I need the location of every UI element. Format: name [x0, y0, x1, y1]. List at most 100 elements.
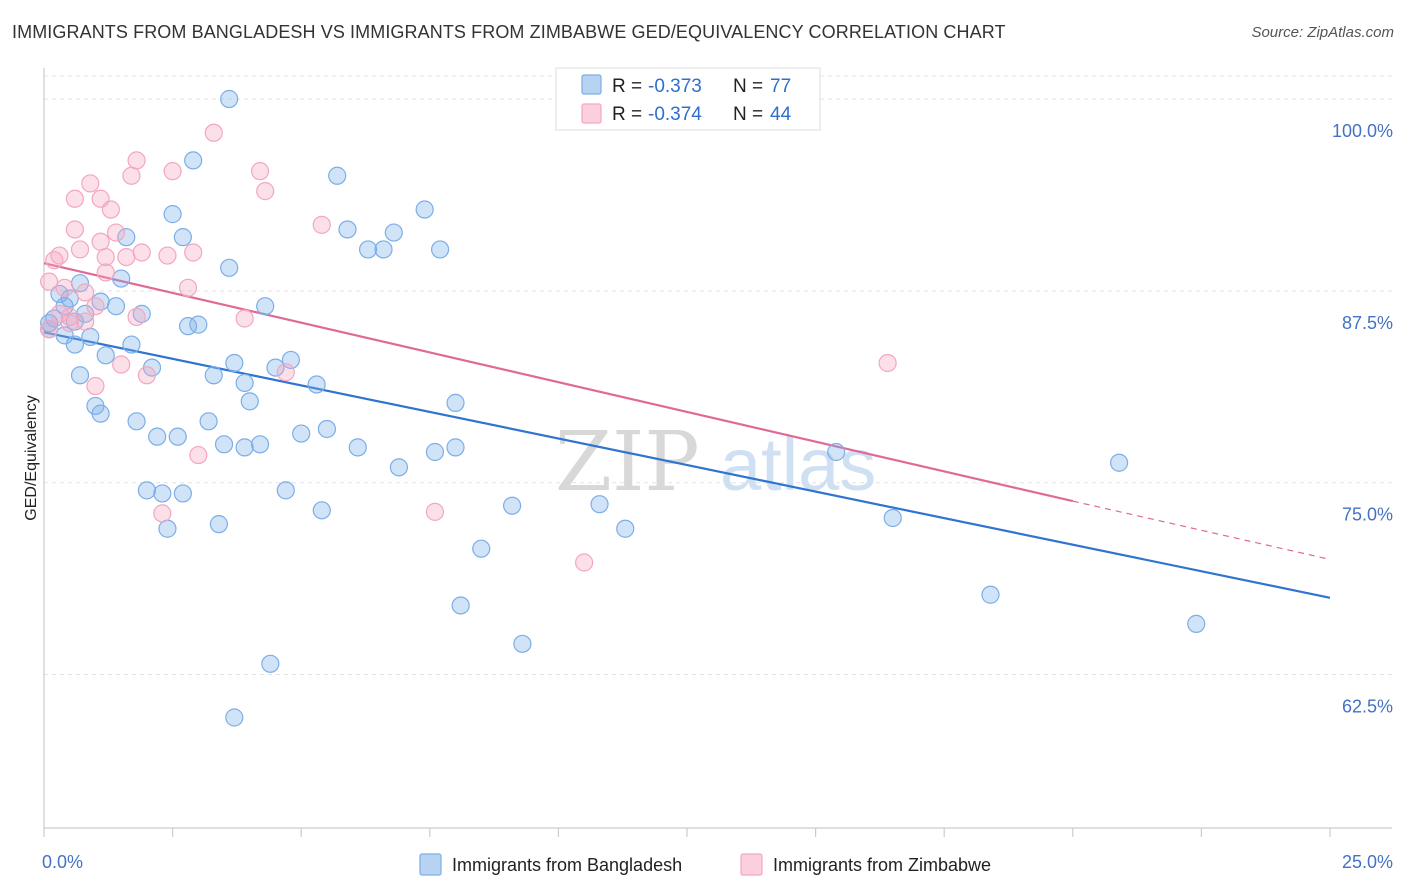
- bangladesh-point-47: [261, 654, 280, 673]
- bangladesh-point-30: [173, 228, 192, 247]
- zimbabwe-point-4: [55, 278, 74, 297]
- legend-r-label-1: R =: [612, 76, 642, 97]
- zimbabwe-point-30: [178, 278, 198, 297]
- zimbabwe-point-35: [250, 162, 270, 181]
- zimbabwe-point-12: [86, 376, 105, 396]
- zimbabwe-point-16: [96, 263, 115, 282]
- bangladesh-point-71: [590, 495, 609, 514]
- zimbabwe-point-40: [575, 553, 594, 572]
- bangladesh-point-40: [225, 353, 244, 373]
- legend-n-value-1: 77: [770, 76, 791, 97]
- zimbabwe-point-10: [76, 283, 95, 302]
- bangladesh-point-12: [81, 327, 100, 346]
- bangladesh-point-74: [883, 508, 902, 528]
- y-tick-labels: 62.5% 75.0% 87.5% 100.0%: [1332, 121, 1393, 717]
- zimbabwe-trend-extension: [1072, 500, 1331, 561]
- bangladesh-point-10: [70, 366, 90, 385]
- y-tick-label-2: 87.5%: [1342, 313, 1393, 333]
- legend-r-value-2: -0.374: [648, 104, 702, 125]
- zimbabwe-point-11: [81, 174, 100, 193]
- zimbabwe-point-6: [65, 189, 84, 208]
- zimbabwe-point-39: [425, 502, 445, 521]
- bangladesh-point-27: [158, 519, 177, 538]
- bangladesh-point-46: [256, 297, 275, 316]
- zimbabwe-point-8: [70, 240, 90, 259]
- bangladesh-point-55: [328, 166, 347, 185]
- zimbabwe-point-28: [158, 246, 177, 265]
- legend-r-label-2: R =: [612, 104, 642, 125]
- bangladesh-point-26: [153, 484, 172, 503]
- zimbabwe-point-27: [153, 504, 172, 523]
- bangladesh-point-58: [358, 240, 378, 259]
- watermark-atlas: atlas: [720, 423, 876, 506]
- zimbabwe-point-37: [276, 363, 295, 382]
- legend-n-label-2: N =: [733, 104, 763, 125]
- zimbabwe-point-0: [40, 320, 59, 339]
- legend-r-value-1: -0.373: [648, 76, 702, 97]
- y-tick-label-1: 75.0%: [1342, 505, 1393, 525]
- bangladesh-point-28: [163, 205, 182, 224]
- bottom-legend-swatch-bangladesh: [419, 853, 442, 876]
- bangladesh-point-42: [235, 373, 254, 393]
- bangladesh-point-17: [106, 297, 126, 316]
- bangladesh-point-23: [137, 481, 156, 500]
- bangladesh-point-70: [513, 634, 532, 653]
- bangladesh-point-19: [117, 228, 136, 247]
- bangladesh-point-31: [173, 484, 192, 503]
- bangladesh-point-29: [168, 427, 187, 446]
- legend-n-label-1: N =: [733, 76, 763, 97]
- zimbabwe-point-36: [256, 182, 275, 201]
- zimbabwe-point-24: [127, 307, 146, 327]
- bangladesh-point-57: [348, 438, 367, 457]
- chart-source: Source: ZipAtlas.com: [1251, 24, 1394, 41]
- legend-swatch-zimbabwe: [581, 103, 602, 124]
- legend-n-value-2: 44: [770, 104, 792, 125]
- bangladesh-point-21: [127, 412, 146, 431]
- bangladesh-point-60: [384, 223, 403, 242]
- zimbabwe-point-23: [127, 151, 146, 170]
- bangladesh-point-51: [292, 424, 311, 443]
- bangladesh-point-68: [472, 539, 491, 558]
- bangladesh-point-18: [112, 269, 131, 288]
- zimbabwe-point-3: [50, 246, 69, 265]
- x-tick-labels: 0.0% 25.0%: [42, 852, 1393, 872]
- zimbabwe-point-42: [50, 304, 69, 323]
- y-axis-label: GED/Equivalency: [23, 395, 40, 520]
- bangladesh-point-16: [96, 346, 115, 365]
- zimbabwe-point-41: [878, 353, 897, 373]
- bottom-legend-label-bangladesh: Immigrants from Bangladesh: [452, 855, 682, 875]
- zimbabwe-point-22: [122, 166, 141, 185]
- zimbabwe-point-7: [65, 220, 84, 239]
- zimbabwe-point-21: [117, 247, 136, 267]
- bangladesh-point-67: [451, 596, 470, 615]
- bottom-legend-label-zimbabwe: Immigrants from Zimbabwe: [773, 855, 991, 875]
- bangladesh-point-61: [389, 458, 409, 477]
- x-tick-label-0: 0.0%: [42, 852, 83, 872]
- bangladesh-point-22: [132, 304, 151, 323]
- watermark: ZIP atlas: [555, 415, 876, 510]
- bangladesh-point-20: [122, 335, 141, 354]
- bangladesh-point-48: [266, 358, 285, 377]
- bangladesh-point-37: [209, 515, 228, 534]
- y-tick-label-3: 100.0%: [1332, 121, 1393, 141]
- data-points: [40, 89, 1206, 727]
- bangladesh-point-49: [276, 481, 295, 500]
- bangladesh-point-52: [307, 375, 326, 394]
- bangladesh-point-44: [240, 392, 259, 411]
- bangladesh-point-78: [220, 89, 239, 109]
- bangladesh-point-35: [199, 412, 218, 431]
- bangladesh-point-34: [189, 315, 208, 334]
- bangladesh-point-14: [91, 404, 110, 423]
- zimbabwe-point-38: [312, 215, 331, 234]
- chart-title: IMMIGRANTS FROM BANGLADESH VS IMMIGRANTS…: [12, 22, 1006, 42]
- bangladesh-point-75: [981, 585, 1000, 604]
- bangladesh-point-76: [1109, 453, 1129, 472]
- bangladesh-point-63: [425, 442, 445, 462]
- bangladesh-point-11: [76, 304, 95, 323]
- zimbabwe-point-20: [112, 355, 131, 374]
- zimbabwe-point-1: [40, 272, 59, 291]
- zimbabwe-point-33: [204, 123, 223, 142]
- zimbabwe-point-13: [86, 297, 105, 316]
- bangladesh-point-54: [317, 419, 337, 439]
- bangladesh-point-64: [430, 240, 450, 259]
